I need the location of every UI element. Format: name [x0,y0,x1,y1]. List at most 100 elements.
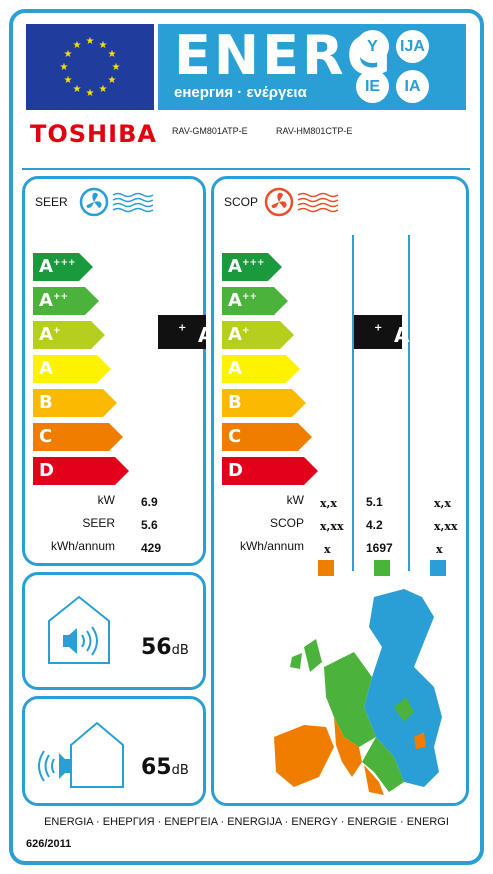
scop-title: SCOP [224,195,259,209]
scop-colder-value: x,xx [434,520,458,533]
scop-row-label: SCOP [269,516,304,530]
seer-class-label: A+ [39,324,61,345]
svg-text:★: ★ [112,62,121,73]
scop-class-bar: A+ [222,321,294,349]
scop-rating-indicator: A + [354,315,409,349]
seer-rating-indicator: A + [158,315,213,349]
outdoor-noise-unit: dB [171,763,189,778]
seer-row-label: kWh/annum [50,539,115,553]
scop-average-value: 4.2 [366,518,383,532]
lang-badge-ija: IJA [396,30,429,63]
average-zone-swatch [374,560,390,576]
energ-subtitle: енергия · ενέργεια [174,84,307,101]
scop-colder-value: x [436,543,443,556]
lang-badge-ie: IE [356,70,389,103]
energ-title: ENERG [174,24,394,87]
model-outdoor: RAV-HM801CTP-E [276,126,353,136]
scop-row-label: kW [286,493,304,507]
indoor-noise-icon [43,591,115,676]
scop-class-label: A++ [228,290,258,311]
label-frame [9,9,484,865]
scop-class-label: A+++ [228,256,265,277]
zone-divider [408,235,410,571]
scop-class-label: B [228,392,242,413]
energy-header: ENERG енергия · ενέργεια Y IJA IE IA [158,24,466,110]
scop-class-label: A [228,358,242,379]
scop-colder-value: x,x [434,497,451,510]
outdoor-noise-icon [35,715,125,800]
eu-flag-icon: ★ ★ ★ ★ ★ ★ ★ ★ ★ ★ ★ ★ [26,24,154,110]
svg-text:★: ★ [86,36,95,47]
seer-row-value: 6.9 [141,495,158,509]
scop-class-label: A+ [228,324,250,345]
scop-class-bar: A+++ [222,253,282,281]
scop-average-value: 1697 [366,541,393,555]
svg-text:★: ★ [73,84,82,95]
footer-languages: ENERGIA · ЕНЕРГИЯ · ΕΝΕΡΓΕΙΑ · ENERGIJA … [44,816,449,828]
scop-class-bar: A [222,355,300,383]
svg-text:★: ★ [108,75,117,86]
seer-row-value: 429 [141,541,162,555]
svg-text:★: ★ [64,75,73,86]
scop-warmer-value: x,x [320,497,337,510]
seer-class-bar: A+++ [33,253,93,281]
scop-class-label: D [228,460,243,481]
zone-divider [352,235,354,571]
seer-class-label: A+++ [39,256,76,277]
seer-class-label: C [39,426,53,447]
svg-text:★: ★ [73,40,82,51]
seer-class-bar: C [33,423,123,451]
lang-badge-ia: IA [396,70,429,103]
seer-class-bar: A+ [33,321,105,349]
seer-class-label: A [39,358,53,379]
seer-rating-plus: + [178,322,187,334]
europe-climate-zones-map [264,587,454,802]
svg-text:★: ★ [86,88,95,99]
seer-class-label: D [39,460,54,481]
indoor-noise-unit: dB [171,643,189,658]
seer-panel: SEER A+++ A++ A+ A B C D A + kW 6.9 SEER 5.6 kW… [22,176,213,566]
outdoor-noise-value: 65dB [141,755,189,780]
seer-class-bar: A [33,355,111,383]
scop-class-bar: C [222,423,312,451]
colder-zone-swatch [430,560,446,576]
scop-warmer-value: x,xx [320,520,344,533]
seer-row-value: 5.6 [141,518,158,532]
scop-row-label: kWh/annum [239,539,304,553]
scop-rating-plus: + [374,322,383,334]
scop-average-value: 5.1 [366,495,383,509]
scop-warmer-value: x [324,543,331,556]
indoor-noise-panel: 56dB [22,572,206,690]
scop-class-label: C [228,426,242,447]
seer-class-label: A++ [39,290,69,311]
regulation-number: 626/2011 [26,838,72,850]
warmer-zone-swatch [318,560,334,576]
seer-class-bar: B [33,389,117,417]
seer-rating-letter: A [198,323,214,347]
scop-rating-letter: A [394,323,410,347]
indoor-noise-value: 56dB [141,635,189,660]
header-divider [22,168,470,170]
seer-class-bar: D [33,457,129,485]
svg-text:★: ★ [108,49,117,60]
heating-fan-icon [264,187,344,222]
brand-logo: TOSHIBA [30,120,157,148]
svg-text:★: ★ [60,62,69,73]
scop-class-bar: D [222,457,318,485]
lang-badge-y: Y [356,30,389,63]
outdoor-noise-number: 65 [141,755,172,780]
scop-class-bar: A++ [222,287,288,315]
outdoor-noise-panel: 65dB [22,696,206,806]
seer-class-bar: A++ [33,287,99,315]
seer-class-label: B [39,392,53,413]
svg-text:★: ★ [99,40,108,51]
indoor-noise-number: 56 [141,635,172,660]
model-indoor: RAV-GM801ATP-E [172,126,248,136]
scop-class-bar: B [222,389,306,417]
seer-row-label: SEER [82,516,115,530]
cooling-fan-icon [79,187,159,222]
seer-row-label: kW [97,493,115,507]
scop-panel: SCOP A+++ A++ A+ A B C D A + kW x,x 5.1 x,x SCO… [211,176,469,806]
svg-text:★: ★ [64,49,73,60]
seer-title: SEER [35,195,68,209]
